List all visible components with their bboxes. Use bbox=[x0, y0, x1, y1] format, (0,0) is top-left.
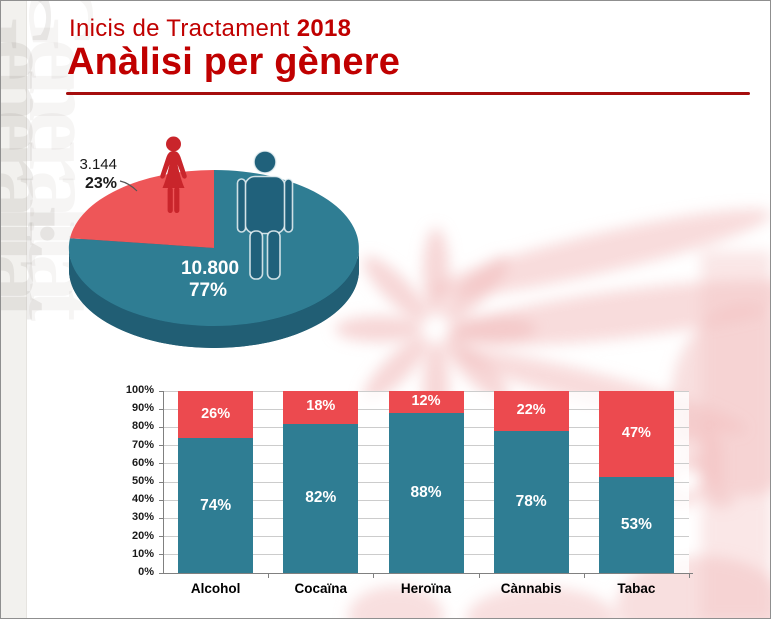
bar-value-female: 12% bbox=[411, 392, 441, 409]
y-axis-line bbox=[163, 391, 164, 574]
y-axis-label: 40% bbox=[131, 493, 154, 506]
y-axis-tick bbox=[159, 426, 163, 428]
bar-value-female: 26% bbox=[201, 405, 231, 422]
bar-segment-female bbox=[283, 391, 359, 424]
stacked-bar-chart: 0% 10% 20% 30% 40% 50% 60% 70% 80% 90% 100% 26% 74% A… bbox=[121, 384, 721, 614]
pie-label-female-percent: 23% bbox=[85, 175, 117, 192]
category-label: Heroïna bbox=[400, 581, 452, 596]
y-axis-label: 20% bbox=[131, 529, 154, 542]
pie-label-male-percent: 77% bbox=[189, 280, 227, 301]
y-axis-tick bbox=[159, 408, 163, 410]
subtitle-text: Inicis de Tractament bbox=[69, 15, 290, 42]
gender-pie-chart: 3.144 23% 10.800 77% bbox=[68, 136, 359, 348]
pie-label-male-value: 10.800 bbox=[181, 258, 239, 279]
subtitle-year: 2018 bbox=[296, 15, 352, 42]
bar-segment-male bbox=[283, 423, 359, 573]
pie-side-wall bbox=[69, 248, 359, 348]
bar-value-female: 22% bbox=[516, 402, 546, 419]
bar-value-female: 18% bbox=[306, 398, 336, 415]
y-axis-label: 90% bbox=[131, 402, 154, 415]
page-title: Anàlisi per gènere bbox=[67, 41, 401, 83]
woman-icon bbox=[160, 136, 187, 213]
left-watermark-strip bbox=[1, 1, 27, 618]
bar-value-male: 88% bbox=[410, 483, 442, 501]
pie-label-female-value: 3.144 bbox=[79, 156, 117, 173]
leader-line bbox=[119, 180, 138, 192]
x-axis-line bbox=[163, 573, 693, 574]
y-axis-tick bbox=[159, 390, 163, 392]
bar-segment-female bbox=[598, 391, 674, 477]
x-axis-tick bbox=[583, 573, 585, 578]
y-axis-tick bbox=[159, 554, 163, 556]
bar-value-male: 82% bbox=[305, 489, 337, 507]
x-axis-tick bbox=[268, 573, 270, 578]
slide-subtitle: Inicis de Tractament 2018 bbox=[69, 15, 351, 43]
left-watermark-text: Generalitat bbox=[0, 0, 73, 310]
bar-value-male: 78% bbox=[515, 493, 547, 511]
y-axis-label: 100% bbox=[125, 384, 154, 396]
y-axis-label: 10% bbox=[131, 547, 154, 560]
y-axis-tick bbox=[159, 463, 163, 465]
category-label: Alcohol bbox=[190, 581, 241, 596]
y-axis-label: 0% bbox=[138, 566, 154, 578]
x-axis-tick bbox=[689, 573, 690, 578]
bar-segment-female bbox=[493, 391, 569, 432]
y-axis-tick bbox=[159, 536, 163, 538]
y-axis-tick bbox=[159, 445, 163, 447]
bar-segment-male bbox=[598, 476, 674, 573]
y-axis-tick bbox=[159, 572, 163, 574]
y-axis-tick bbox=[159, 517, 163, 519]
category-label: Cocaïna bbox=[294, 581, 348, 596]
category-label: Cànnabis bbox=[500, 581, 562, 596]
bar-segment-male bbox=[493, 431, 569, 573]
bar-value-female: 47% bbox=[621, 424, 651, 441]
y-axis-label: 70% bbox=[131, 438, 154, 451]
bar-segment-male bbox=[178, 438, 254, 573]
bar-value-male: 74% bbox=[200, 496, 232, 514]
y-axis-label: 80% bbox=[131, 420, 154, 433]
bar-value-male: 53% bbox=[620, 515, 652, 533]
bar-segment-female bbox=[388, 391, 464, 413]
x-axis-tick bbox=[373, 573, 375, 578]
bar-segment-male bbox=[388, 412, 464, 573]
y-axis-tick bbox=[159, 481, 163, 483]
x-axis-tick bbox=[478, 573, 480, 578]
man-icon bbox=[236, 150, 294, 280]
title-underline bbox=[66, 92, 750, 95]
y-axis-label: 50% bbox=[131, 475, 154, 487]
y-axis-label: 30% bbox=[131, 511, 154, 524]
category-label: Tabac bbox=[617, 581, 656, 596]
y-axis-tick bbox=[159, 499, 163, 501]
bar-segment-female bbox=[178, 391, 254, 439]
y-axis-label: 60% bbox=[131, 456, 154, 469]
